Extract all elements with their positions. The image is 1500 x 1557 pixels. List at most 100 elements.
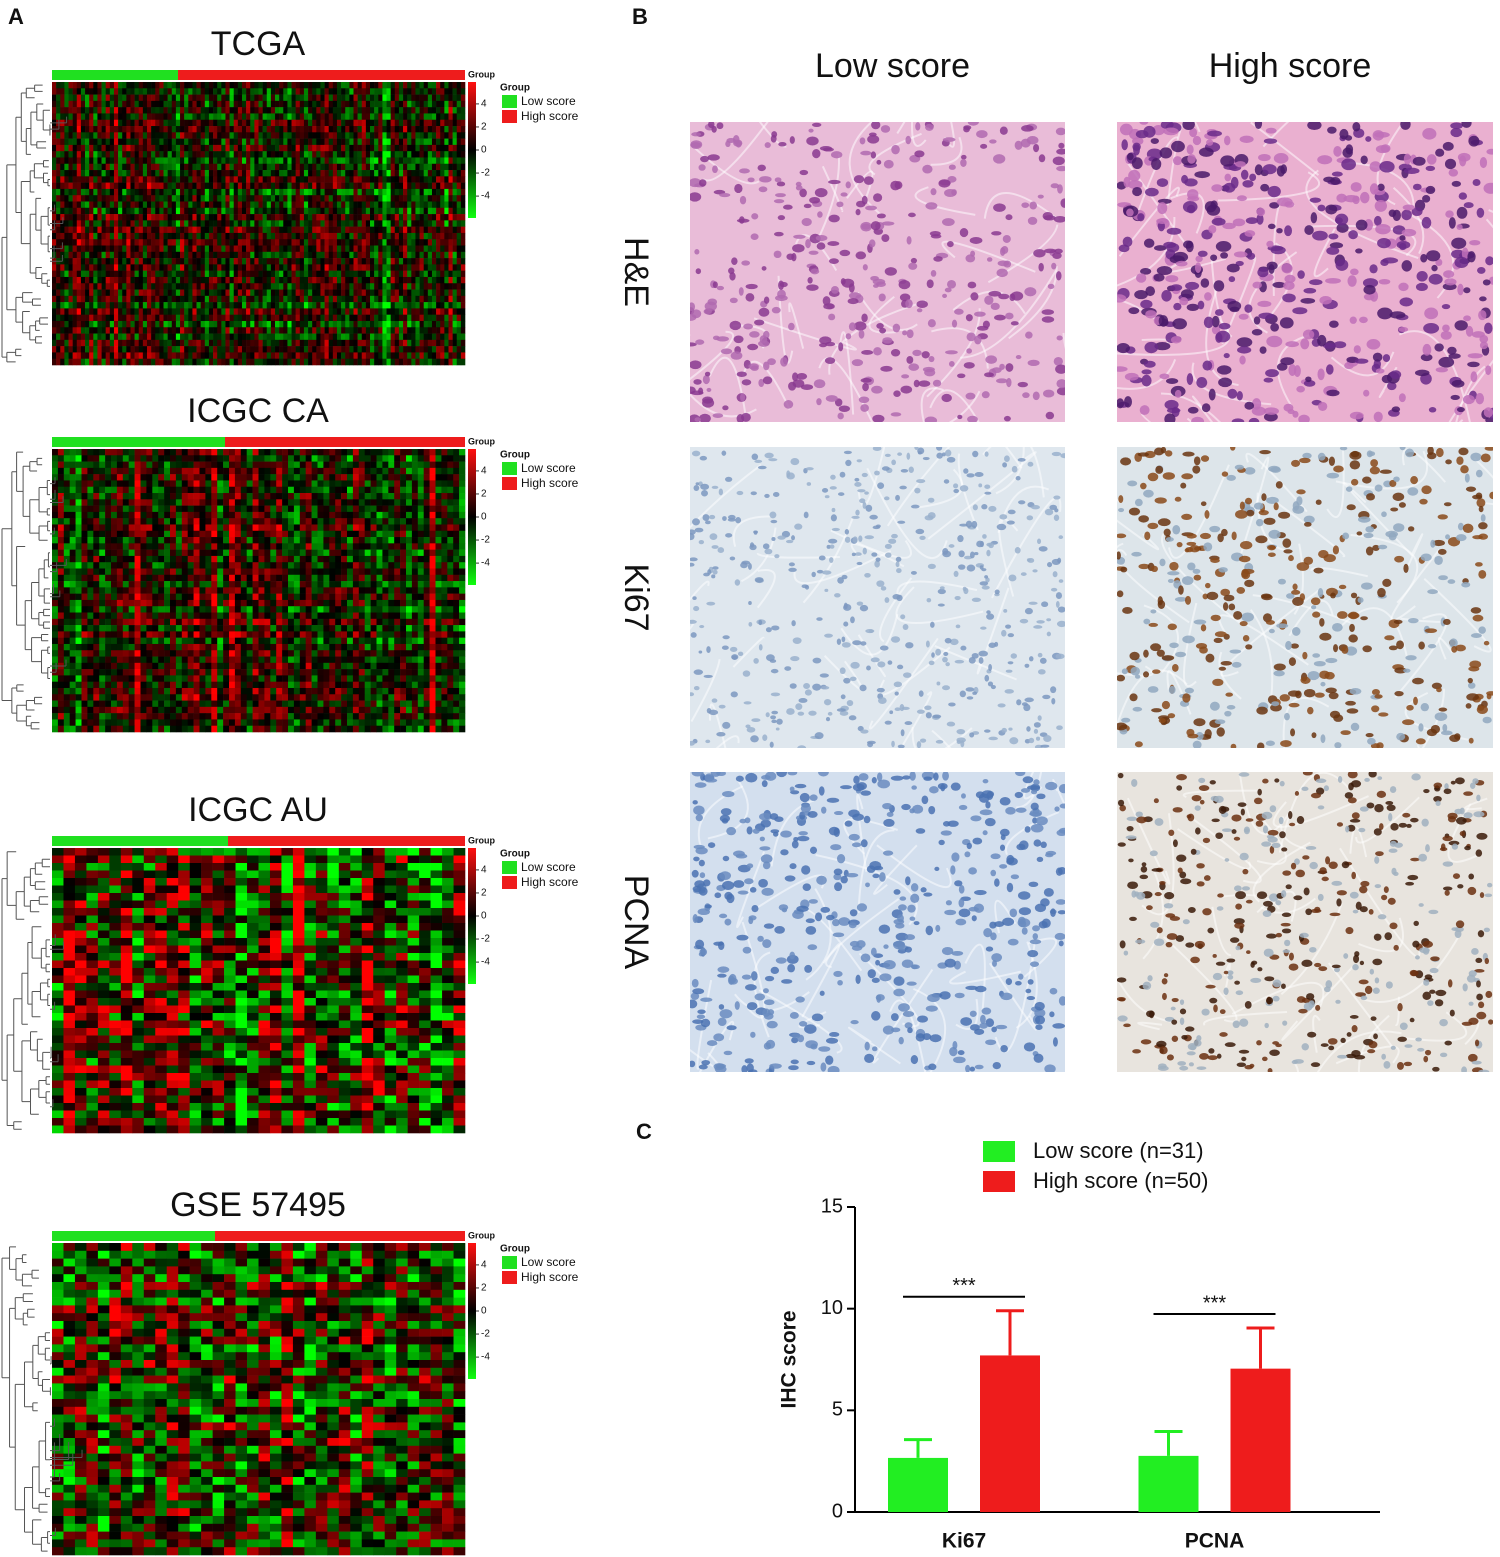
- heatmap-cell: [118, 339, 123, 347]
- heatmap-cell: [122, 339, 127, 347]
- heatmap-cell: [76, 100, 82, 108]
- heatmap-cell: [241, 188, 247, 196]
- heatmap-cell: [456, 176, 462, 183]
- heatmap-cell: [200, 245, 206, 253]
- heatmap-cell: [142, 220, 148, 227]
- heatmap-cell: [208, 207, 214, 215]
- heatmap-cell: [444, 333, 449, 341]
- heatmap-cell: [122, 151, 127, 158]
- heatmap-cell: [353, 144, 358, 152]
- heatmap-cell: [241, 220, 247, 227]
- heatmap-cell: [390, 289, 396, 297]
- heatmap-cell: [460, 163, 466, 171]
- heatmap-cell: [105, 449, 112, 456]
- heatmap-cell: [233, 270, 239, 278]
- heatmap-cell: [109, 352, 115, 360]
- heatmap-cell: [441, 449, 448, 456]
- heatmap-cell: [85, 157, 90, 165]
- heatmap-cell: [146, 289, 152, 297]
- heatmap-cell: [436, 239, 441, 246]
- heatmap-cell: [357, 163, 363, 171]
- heatmap-cell: [72, 358, 78, 366]
- heatmap-cell: [64, 289, 69, 297]
- heatmap-cell: [118, 352, 123, 360]
- heatmap-cell: [155, 320, 160, 328]
- heatmap-cell: [398, 308, 404, 315]
- heatmap-cell: [456, 245, 462, 253]
- heatmap-cell: [411, 157, 416, 165]
- heatmap-cell: [64, 358, 69, 366]
- heatmap-cell: [374, 138, 379, 146]
- heatmap-cell: [122, 449, 129, 456]
- heatmap-cell: [332, 339, 338, 347]
- heatmap-cell: [447, 461, 454, 469]
- heatmap-cell: [341, 182, 346, 190]
- heatmap-cell: [370, 352, 375, 360]
- heatmap-cell: [93, 327, 98, 334]
- heatmap-cell: [386, 333, 391, 341]
- heatmap-cell: [460, 276, 466, 284]
- heatmap-cell: [60, 333, 65, 341]
- heatmap-cell: [308, 226, 313, 234]
- heatmap-cell: [279, 100, 284, 108]
- heatmap-cell: [411, 295, 416, 303]
- heatmap-cell: [163, 232, 168, 240]
- heatmap-cell: [361, 232, 367, 240]
- heatmap-cell: [208, 232, 214, 240]
- heatmap-cell: [126, 283, 131, 290]
- heatmap-cell: [336, 245, 342, 253]
- heatmap-cell: [345, 100, 350, 108]
- heatmap-cell: [444, 245, 449, 253]
- heatmap-cell: [403, 352, 408, 360]
- heatmap-cell: [328, 276, 334, 284]
- heatmap-cell: [295, 245, 301, 253]
- heatmap-cell: [80, 126, 86, 133]
- heatmap-cell: [204, 107, 210, 114]
- heatmap-cell: [122, 126, 127, 133]
- heatmap-cell: [250, 258, 255, 265]
- heatmap-cell: [196, 239, 201, 246]
- heatmap-cell: [312, 195, 317, 202]
- heatmap-cell: [386, 327, 391, 334]
- heatmap-cell: [76, 214, 82, 221]
- heatmap-cell: [101, 264, 106, 271]
- heatmap-cell: [56, 327, 61, 334]
- heatmap-cell: [358, 474, 365, 481]
- heatmap-cell: [159, 289, 164, 297]
- heatmap-cell: [295, 170, 301, 177]
- heatmap-cell: [341, 226, 346, 234]
- heatmap-cell: [118, 270, 123, 278]
- heatmap-cell: [60, 182, 65, 190]
- heatmap-cell: [386, 339, 391, 347]
- heatmap-cell: [423, 195, 429, 202]
- heatmap-cell: [113, 232, 119, 240]
- heatmap-cell: [316, 100, 321, 108]
- heatmap-cell: [312, 320, 317, 328]
- heatmap-cell: [105, 358, 111, 366]
- heatmap-cell: [180, 232, 185, 240]
- heatmap-cell: [361, 188, 367, 196]
- heatmap-cell: [142, 188, 148, 196]
- heatmap-cell: [275, 88, 280, 95]
- heatmap-cell: [407, 308, 412, 315]
- heatmap-cell: [382, 170, 387, 177]
- heatmap-cell: [365, 138, 371, 146]
- heatmap-cell: [332, 182, 338, 190]
- heatmap-cell: [188, 276, 193, 284]
- heatmap-cell: [187, 455, 194, 462]
- heatmap-cell: [200, 327, 206, 334]
- heatmap-cell: [291, 82, 296, 89]
- heatmap-cell: [72, 94, 78, 102]
- heatmap-cell: [72, 276, 78, 284]
- heatmap-cell: [349, 289, 354, 297]
- heatmap-cell: [163, 214, 168, 221]
- legend-label: Low score: [521, 94, 576, 108]
- heatmap-cell: [370, 144, 375, 152]
- heatmap-cell: [328, 107, 334, 114]
- heatmap-cell: [320, 113, 325, 121]
- heatmap-cell: [353, 188, 358, 196]
- heatmap-cell: [250, 214, 255, 221]
- heatmap-cell: [336, 195, 342, 202]
- heatmap-cell: [200, 264, 206, 271]
- heatmap-cell: [429, 474, 436, 481]
